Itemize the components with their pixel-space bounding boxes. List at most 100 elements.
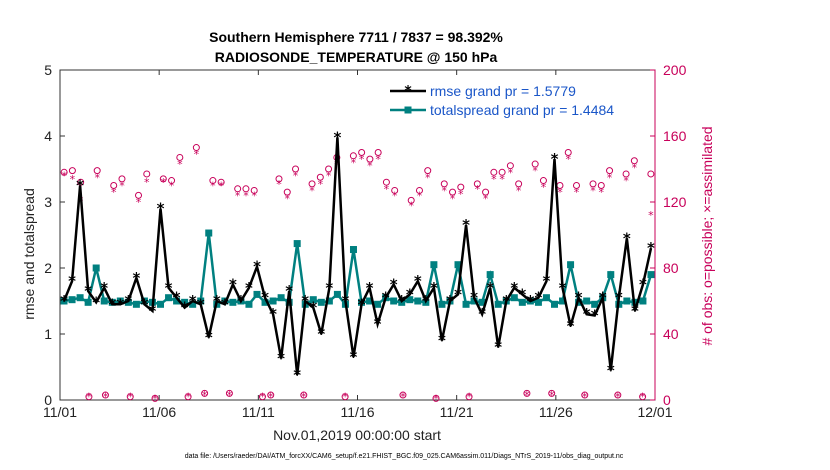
spread-point (132, 300, 140, 308)
rmse-point: * (358, 295, 366, 313)
obs-possible-point (399, 391, 407, 399)
obs-assimilated-point: * (392, 189, 398, 202)
rmse-point: * (510, 279, 518, 297)
spread-point (253, 290, 261, 298)
y-right-tick-label: 160 (663, 128, 687, 144)
spread-point (470, 297, 478, 305)
obs-possible-point (415, 186, 423, 194)
obs-possible-point (184, 393, 192, 401)
rmse-point: * (551, 150, 559, 168)
rmse-point: * (518, 285, 526, 303)
rmse-point: * (197, 295, 205, 313)
obs-assimilated-point: * (169, 180, 175, 193)
obs-possible-point (548, 389, 556, 397)
rmse-point: * (149, 302, 157, 320)
obs-assimilated-point: * (640, 391, 646, 404)
rmse-point: * (277, 349, 285, 367)
obs-possible-point (85, 393, 93, 401)
rmse-point: * (261, 289, 269, 307)
rmse-point: * (462, 216, 470, 234)
obs-assimilated-point: * (623, 175, 629, 188)
rmse-point: * (631, 302, 639, 320)
obs-possible-point (606, 167, 614, 175)
obs-possible-point (283, 188, 291, 196)
obs-possible-point (308, 180, 316, 188)
obs-possible-point (93, 167, 101, 175)
rmse-point: * (100, 279, 108, 297)
obs-possible-point (630, 157, 638, 165)
obs-assimilated-point: * (326, 170, 332, 183)
y-tick-label: 2 (44, 260, 52, 276)
rmse-point: * (301, 292, 309, 310)
y-tick-label: 0 (44, 392, 52, 408)
obs-possible-point (192, 144, 200, 152)
y-axis-label: rmse and totalspread (21, 188, 37, 320)
obs-assimilated-point: * (251, 189, 257, 202)
spread-point (406, 296, 414, 304)
rmse-point: * (526, 292, 534, 310)
spread-point (165, 294, 173, 302)
obs-assimilated-point: * (442, 184, 448, 197)
rmse-point: * (68, 272, 76, 290)
obs-assimilated-point: * (127, 391, 133, 404)
obs-assimilated-point: * (632, 161, 638, 174)
rmse-point: * (398, 292, 406, 310)
obs-assimilated-point: * (301, 391, 307, 404)
obs-possible-point (68, 167, 76, 175)
obs-possible-point (506, 162, 514, 170)
obs-assimilated-point: * (136, 196, 142, 209)
obs-assimilated-point: * (508, 166, 514, 179)
spread-point (438, 300, 446, 308)
legend-spread-label: totalspread grand pr = 1.4484 (430, 102, 614, 118)
obs-assimilated-point: * (243, 189, 249, 202)
y-axis-right-label: # of obs: o=possible; ×=assimilated (699, 126, 715, 345)
obs-possible-point (424, 167, 432, 175)
spread-point (454, 261, 462, 269)
spread-point (92, 264, 100, 272)
obs-assimilated-point: * (557, 186, 563, 199)
obs-possible-point (325, 165, 333, 173)
obs-possible-point (225, 389, 233, 397)
spread-point (277, 294, 285, 302)
spread-point (293, 240, 301, 248)
rmse-point: * (430, 279, 438, 297)
obs-possible-point (101, 391, 109, 399)
spread-point (414, 297, 422, 305)
rmse-point: * (494, 338, 502, 356)
rmse-point: * (333, 128, 341, 146)
rmse-point: * (591, 307, 599, 325)
obs-assimilated-point: * (541, 181, 547, 194)
spread-point (623, 297, 631, 305)
spread-point (583, 297, 591, 305)
rmse-point: * (486, 279, 494, 297)
spread-point (197, 297, 205, 305)
spread-point (317, 298, 325, 306)
obs-possible-point (316, 173, 324, 181)
obs-assimilated-point: * (218, 180, 224, 193)
y-tick-label: 1 (44, 326, 52, 342)
spread-point (390, 297, 398, 305)
spread-point (462, 300, 470, 308)
footnote: data file: /Users/raeder/DAI/ATM_forcXX/… (185, 453, 624, 460)
obs-assimilated-point: * (491, 173, 497, 186)
spread-point (173, 297, 181, 305)
obs-possible-point (341, 393, 349, 401)
spread-point (518, 298, 526, 306)
rmse-point: * (269, 305, 277, 323)
obs-possible-point (258, 393, 266, 401)
obs-assimilated-point: * (144, 176, 150, 189)
spread-point (245, 300, 253, 308)
obs-possible-point (382, 178, 390, 186)
spread-point (607, 271, 615, 279)
rmse-point: * (84, 282, 92, 300)
spread-point (542, 294, 550, 302)
obs-possible-point (515, 180, 523, 188)
rmse-point: * (221, 295, 229, 313)
rmse-point: * (575, 289, 583, 307)
obs-possible-point (482, 188, 490, 196)
rmse-point: * (454, 285, 462, 303)
obs-assimilated-point: * (408, 199, 414, 212)
rmse-point: * (317, 325, 325, 343)
rmse-point: * (173, 289, 181, 307)
spread-point (510, 294, 518, 302)
